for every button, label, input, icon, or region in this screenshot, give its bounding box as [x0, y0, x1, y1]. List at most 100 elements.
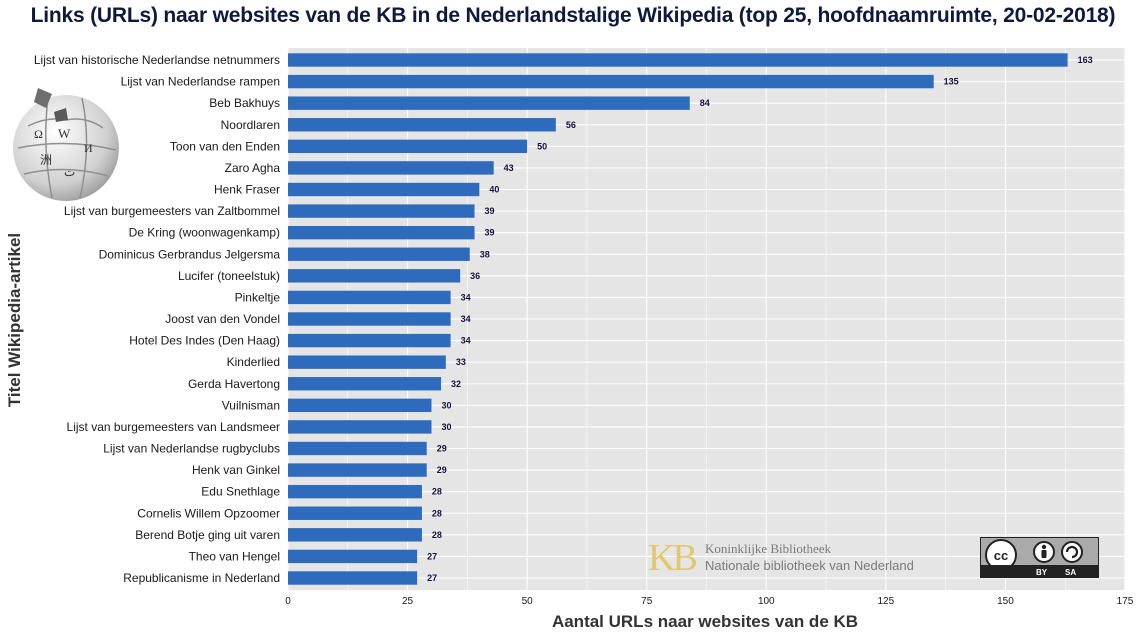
x-tick-label: 50 — [522, 596, 534, 607]
category-label: Berend Botje ging uit varen — [135, 528, 280, 542]
svg-text:Ω: Ω — [34, 127, 43, 141]
value-label: 30 — [441, 422, 451, 432]
value-label: 28 — [432, 487, 442, 497]
value-label: 32 — [451, 379, 461, 389]
value-label: 163 — [1078, 55, 1093, 65]
bar — [288, 204, 475, 218]
bar — [288, 161, 494, 175]
category-label: Gerda Havertong — [188, 377, 280, 391]
value-label: 39 — [485, 228, 495, 238]
x-tick-label: 0 — [285, 596, 291, 607]
category-label: Lijst van historische Nederlandse netnum… — [34, 53, 280, 67]
cc-bottom-bar — [981, 565, 1098, 577]
x-tick-labels: 0 25 50 75 100 125 150 175 — [285, 596, 1134, 607]
category-label: Theo van Hengel — [189, 549, 280, 563]
value-label: 84 — [700, 98, 710, 108]
chart-title: Links (URLs) naar websites van de KB in … — [30, 4, 1116, 27]
category-label: Lijst van burgemeesters van Landsmeer — [67, 420, 280, 434]
value-label: 135 — [944, 77, 959, 87]
cc-symbols-icon: cc — [985, 539, 1083, 566]
bars — [288, 53, 1068, 585]
category-label: Lijst van Nederlandse rampen — [121, 75, 280, 89]
category-label: Joost van den Vondel — [165, 312, 280, 326]
value-label: 39 — [485, 206, 495, 216]
category-label: Beb Bakhuys — [209, 96, 280, 110]
category-label: Lucifer (toneelstuk) — [178, 269, 280, 283]
svg-text:cc: cc — [994, 548, 1008, 563]
bar — [288, 549, 418, 564]
kb-logo: KB Koninklijke Bibliotheek Nationale bib… — [648, 538, 968, 580]
category-label: Kinderlied — [227, 355, 280, 369]
value-label: 28 — [432, 530, 442, 540]
bar — [288, 463, 427, 477]
bar — [288, 333, 451, 348]
kb-name: Koninklijke Bibliotheek — [705, 541, 832, 556]
svg-text:И: И — [84, 141, 93, 155]
bar — [288, 484, 422, 499]
kb-subtitle: Nationale bibliotheek van Nederland — [705, 558, 914, 573]
category-label: Henk Fraser — [214, 183, 280, 197]
category-label: Noordlaren — [221, 118, 280, 132]
value-label: 34 — [461, 292, 471, 302]
category-label: Hotel Des Indes (Den Haag) — [129, 334, 280, 348]
x-tick-label: 75 — [641, 596, 653, 607]
value-label: 43 — [504, 163, 514, 173]
value-label: 28 — [432, 508, 442, 518]
bar — [288, 96, 690, 110]
bar — [288, 420, 432, 434]
value-label: 27 — [427, 551, 437, 561]
x-tick-label: 25 — [402, 596, 414, 607]
x-tick-label: 150 — [997, 596, 1014, 607]
value-label: 29 — [437, 465, 447, 475]
value-label: 50 — [537, 141, 547, 151]
category-labels: Lijst van historische Nederlandse netnum… — [34, 53, 280, 585]
bar — [288, 377, 442, 391]
bar — [288, 247, 470, 261]
x-tick-label: 175 — [1117, 596, 1134, 607]
category-label: Lijst van burgemeesters van Zaltbommel — [64, 204, 280, 218]
y-axis-title: Titel Wikipedia-artikel — [5, 233, 24, 407]
bar — [288, 225, 475, 240]
bar — [288, 53, 1068, 67]
category-label: Cornelis Willem Opzoomer — [137, 506, 280, 520]
value-label: 34 — [461, 336, 471, 346]
x-tick-label: 125 — [878, 596, 895, 607]
category-label: Toon van den Enden — [170, 139, 280, 153]
bar — [288, 312, 451, 326]
category-label: Vuilnisman — [222, 398, 280, 412]
svg-text:ت: ت — [64, 165, 75, 179]
cc-sa-label: SA — [1065, 568, 1077, 577]
x-tick-label: 100 — [758, 596, 775, 607]
value-label: 56 — [566, 120, 576, 130]
value-labels: 163 135 84 56 50 43 40 39 39 38 36 34 34 34 33 32 30 30 29… — [427, 55, 1092, 583]
category-label: Pinkeltje — [235, 290, 281, 304]
category-label: Zaro Agha — [225, 161, 281, 175]
value-label: 27 — [427, 573, 437, 583]
bar — [288, 441, 427, 456]
category-label: Edu Snethlage — [201, 485, 280, 499]
bar — [288, 398, 432, 413]
bar — [288, 139, 528, 154]
cc-by-sa-icon: cc BY SA — [980, 537, 1099, 578]
value-label: 34 — [461, 314, 471, 324]
bar — [288, 571, 418, 585]
value-label: 33 — [456, 357, 466, 367]
category-label: Republicanisme in Nederland — [123, 571, 280, 585]
category-label: Dominicus Gerbrandus Jelgersma — [99, 247, 281, 261]
value-label: 40 — [489, 185, 499, 195]
svg-text:W: W — [58, 126, 71, 141]
value-label: 29 — [437, 444, 447, 454]
bar — [288, 269, 461, 283]
kb-mark: KB — [648, 537, 698, 579]
svg-text:洲: 洲 — [40, 153, 52, 167]
value-label: 36 — [470, 271, 480, 281]
x-axis-title: Aantal URLs naar websites van de KB — [552, 612, 858, 631]
bar — [288, 506, 422, 520]
value-label: 38 — [480, 249, 490, 259]
bar — [288, 74, 934, 89]
bar — [288, 182, 480, 197]
wikipedia-globe-icon: W Ω И 洲 ت — [13, 88, 119, 201]
bar — [288, 528, 422, 542]
value-label: 30 — [441, 400, 451, 410]
